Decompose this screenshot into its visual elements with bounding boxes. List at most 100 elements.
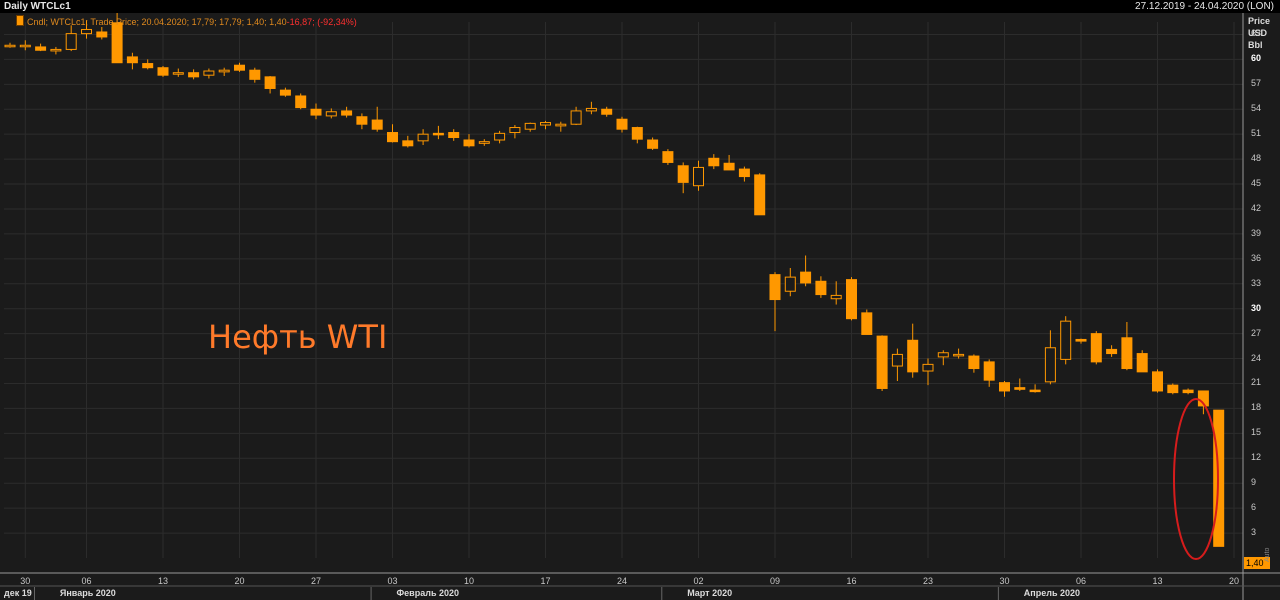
month-label: Январь 2020 [59,588,116,598]
candle-body-up [540,122,551,126]
candle-swatch-icon [16,15,24,26]
candle-body-down [815,280,827,296]
candle-body-down [1121,337,1133,370]
axis-lines [0,13,1280,600]
candle-body-up [1060,320,1072,360]
price-axis-header: Price USD Bbl [1248,15,1270,51]
auto-scale-button[interactable]: Auto [1264,547,1271,562]
candle-body-down [1182,389,1194,394]
y-tick-label: 54 [1251,103,1262,114]
y-tick-label: 36 [1251,252,1262,263]
candle-body-down [142,63,154,69]
candle-body-down [126,56,138,64]
candle-body-down [968,355,980,370]
month-label: дек 19 [4,588,32,598]
y-tick-label: 27 [1251,327,1262,338]
x-tick-label: 17 [540,576,551,586]
candle-body-down [876,335,888,389]
x-tick-label: 13 [157,576,168,586]
candle-body-down [402,140,414,147]
highlight-circle [1173,398,1219,560]
legend-text: Cndl; WTCLc1; Trade Price; 20.04.2020; 1… [27,17,287,27]
candle-body-down [1136,353,1148,373]
candle-body-up [524,122,536,130]
month-label: Апрель 2020 [1023,588,1081,598]
y-tick-label: 3 [1251,527,1257,538]
candle-body-down [432,132,444,136]
x-tick-label: 09 [769,576,780,586]
candle-body-up [218,69,230,73]
candle-body-down [677,165,689,183]
x-tick-label: 16 [846,576,857,586]
y-tick-label: 57 [1251,78,1262,89]
candle-body-down [111,22,123,64]
y-tick-label: 30 [1251,302,1262,313]
y-tick-label: 9 [1251,477,1257,488]
x-tick-label: 30 [20,576,31,586]
candle-body-down [1167,384,1179,394]
candle-body-down [800,271,812,284]
legend-change: -16,87; (-92,34%) [286,17,357,27]
x-tick-label: 27 [310,576,321,586]
candle-body-up [50,48,62,52]
candle-body-up [891,353,903,367]
y-tick-label: 33 [1251,277,1262,288]
y-tick-label: 63 [1251,28,1262,39]
chart-canvas [0,13,1280,600]
x-tick-label: 13 [1152,576,1163,586]
price-header-line: USD [1248,28,1268,38]
price-header-line: Price [1248,16,1271,26]
candle-body-up [509,127,521,134]
candle-body-down [846,279,857,320]
candle-body-down [387,132,398,143]
candle-body-up [325,111,337,117]
month-label: Февраль 2020 [396,588,460,598]
candle-body-up [494,132,506,141]
candle-series [4,13,1225,547]
candle-body-down [1090,333,1102,363]
x-tick-label: 06 [1075,576,1086,586]
candle-body-down [264,76,276,89]
candle-body-down [279,89,291,96]
x-tick-label: 30 [999,576,1010,586]
candle-body-up [570,110,582,125]
x-tick-label: 03 [387,576,398,586]
candle-body-up [937,352,949,358]
candle-body-down [983,361,995,381]
candle-body-up [417,133,429,142]
candle-body-up [922,363,934,372]
candle-body-down [708,157,720,167]
candle-body-down [616,118,628,130]
x-tick-label: 06 [81,576,92,586]
annotation-label: Нефть WTI [208,318,388,356]
x-tick-label: 10 [463,576,474,586]
candle-body-down [647,139,659,149]
candle-body-up [1044,347,1056,383]
y-tick-label: 39 [1251,227,1262,238]
candle-body-down [601,108,613,115]
y-tick-label: 45 [1251,178,1262,189]
y-tick-label: 60 [1251,53,1262,64]
legend-line: Cndl; WTCLc1; Trade Price; 20.04.2020; 1… [16,15,357,28]
candle-body-up [4,44,16,48]
candle-body-down [907,339,919,373]
chart-title: Daily WTCLc1 [4,1,71,12]
candle-body-up [555,123,567,127]
candle-body-down [341,110,353,116]
y-tick-label: 21 [1251,377,1262,388]
candle-body-down [1029,389,1041,393]
candle-body-down [188,72,200,78]
y-tick-label: 6 [1251,502,1257,513]
candle-body-up [81,28,92,35]
candle-body-down [463,139,475,147]
candle-body-up [478,141,490,144]
candle-body-down [249,69,261,80]
candle-body-down [1152,371,1163,392]
last-price-label: 1,40 [1244,557,1270,569]
candle-body-down [631,127,643,140]
candle-body-up [203,70,215,76]
price-header-line: Bbl [1248,40,1263,50]
x-tick-label: 20 [234,576,245,586]
candle-body-up [19,44,31,48]
candle-body-up [172,72,184,75]
